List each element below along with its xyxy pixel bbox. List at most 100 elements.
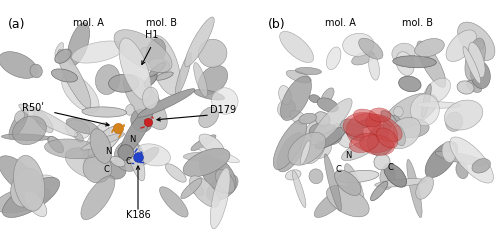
Ellipse shape xyxy=(149,62,166,77)
Ellipse shape xyxy=(310,99,352,145)
Ellipse shape xyxy=(136,144,170,166)
Ellipse shape xyxy=(316,127,346,149)
Ellipse shape xyxy=(416,102,461,108)
Ellipse shape xyxy=(212,180,224,187)
Ellipse shape xyxy=(326,47,341,70)
Ellipse shape xyxy=(183,148,230,177)
Ellipse shape xyxy=(396,52,414,76)
Ellipse shape xyxy=(292,171,306,208)
Text: C: C xyxy=(387,164,393,173)
Ellipse shape xyxy=(212,88,238,114)
Ellipse shape xyxy=(9,109,28,139)
Ellipse shape xyxy=(0,52,38,78)
Ellipse shape xyxy=(286,170,301,180)
Ellipse shape xyxy=(474,40,484,50)
Ellipse shape xyxy=(66,148,110,179)
Ellipse shape xyxy=(194,89,224,100)
Ellipse shape xyxy=(74,132,84,142)
Ellipse shape xyxy=(368,54,380,80)
Text: D179: D179 xyxy=(210,105,236,115)
Ellipse shape xyxy=(457,81,474,94)
Ellipse shape xyxy=(198,65,228,94)
Ellipse shape xyxy=(72,41,125,63)
Ellipse shape xyxy=(458,22,495,61)
Ellipse shape xyxy=(380,164,395,189)
Ellipse shape xyxy=(446,30,476,61)
Ellipse shape xyxy=(286,70,312,83)
Ellipse shape xyxy=(24,191,47,217)
Ellipse shape xyxy=(10,168,42,207)
Ellipse shape xyxy=(416,176,434,199)
Ellipse shape xyxy=(388,117,421,149)
Ellipse shape xyxy=(375,178,426,187)
Ellipse shape xyxy=(425,142,458,178)
Point xyxy=(134,155,142,159)
Ellipse shape xyxy=(393,56,436,68)
Ellipse shape xyxy=(392,118,429,138)
Ellipse shape xyxy=(422,84,431,117)
Ellipse shape xyxy=(138,89,195,117)
Ellipse shape xyxy=(392,43,415,63)
Ellipse shape xyxy=(280,31,314,63)
Ellipse shape xyxy=(309,169,323,184)
Text: mol. A: mol. A xyxy=(324,18,356,28)
Text: H1: H1 xyxy=(145,30,159,40)
Text: C: C xyxy=(335,165,341,174)
Text: mol. B: mol. B xyxy=(146,18,178,28)
Ellipse shape xyxy=(34,110,53,133)
Ellipse shape xyxy=(200,154,236,193)
Ellipse shape xyxy=(343,123,364,141)
Ellipse shape xyxy=(370,181,388,201)
Ellipse shape xyxy=(54,49,71,63)
Ellipse shape xyxy=(155,72,174,80)
Ellipse shape xyxy=(342,137,380,161)
Ellipse shape xyxy=(206,174,238,201)
Ellipse shape xyxy=(142,87,158,109)
Ellipse shape xyxy=(446,112,462,131)
Ellipse shape xyxy=(150,35,180,95)
Ellipse shape xyxy=(44,139,101,159)
Ellipse shape xyxy=(343,112,381,138)
Ellipse shape xyxy=(324,154,342,211)
Text: C: C xyxy=(125,158,131,167)
Text: mol. B: mol. B xyxy=(402,18,434,28)
Ellipse shape xyxy=(210,168,230,229)
Ellipse shape xyxy=(296,67,322,75)
Ellipse shape xyxy=(290,110,306,125)
Ellipse shape xyxy=(463,46,480,84)
Ellipse shape xyxy=(199,147,239,163)
Ellipse shape xyxy=(0,156,38,194)
Ellipse shape xyxy=(12,116,46,145)
Ellipse shape xyxy=(354,109,380,127)
Text: (a): (a) xyxy=(8,18,25,31)
Ellipse shape xyxy=(62,74,99,113)
Text: C: C xyxy=(103,165,109,174)
Ellipse shape xyxy=(277,133,304,172)
Ellipse shape xyxy=(160,187,188,217)
Ellipse shape xyxy=(149,58,170,73)
Text: R50ʹ: R50ʹ xyxy=(22,103,44,113)
Ellipse shape xyxy=(332,124,351,148)
Ellipse shape xyxy=(385,93,438,129)
Ellipse shape xyxy=(456,162,468,179)
Ellipse shape xyxy=(348,116,387,130)
Ellipse shape xyxy=(84,123,110,166)
Ellipse shape xyxy=(374,154,390,170)
Ellipse shape xyxy=(376,128,398,148)
Text: K186: K186 xyxy=(126,210,150,220)
Ellipse shape xyxy=(358,38,383,59)
Ellipse shape xyxy=(299,113,316,124)
Ellipse shape xyxy=(68,23,90,66)
Ellipse shape xyxy=(146,39,166,66)
Ellipse shape xyxy=(114,141,144,171)
Text: N: N xyxy=(345,150,351,159)
Ellipse shape xyxy=(360,135,394,155)
Ellipse shape xyxy=(108,74,138,92)
Ellipse shape xyxy=(468,42,485,78)
Point xyxy=(144,120,152,124)
Ellipse shape xyxy=(342,33,374,56)
Ellipse shape xyxy=(110,156,125,167)
Ellipse shape xyxy=(334,170,361,195)
Ellipse shape xyxy=(140,47,162,63)
Ellipse shape xyxy=(126,135,145,181)
